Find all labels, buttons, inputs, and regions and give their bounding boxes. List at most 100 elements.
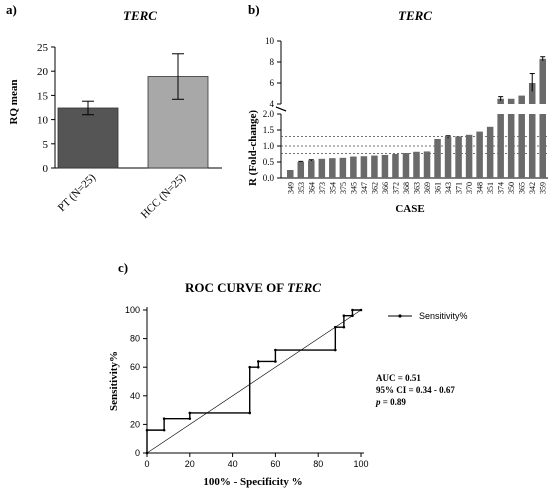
b-x-tick-label: 347 xyxy=(360,182,369,194)
a-y-tick-label: 20 xyxy=(37,66,49,78)
b-x-tick-label: 365 xyxy=(518,182,527,194)
b-bar xyxy=(350,156,357,178)
legend-marker-icon xyxy=(398,314,402,318)
a-x-tick-label: HCC (N=25) xyxy=(139,171,189,221)
a-bar xyxy=(57,107,119,169)
b-bar xyxy=(476,131,483,178)
c-roc-point xyxy=(248,411,252,415)
c-roc-point xyxy=(256,365,260,369)
b-bar xyxy=(329,158,336,178)
c-roc-point xyxy=(342,325,346,329)
c-x-tick-label: 60 xyxy=(270,459,280,469)
b-y-tick-label: 10 xyxy=(265,36,275,46)
b-x-tick-label: 369 xyxy=(423,182,432,194)
b-bar xyxy=(465,134,473,178)
b-axis-break-mark xyxy=(275,106,287,112)
b-bar xyxy=(507,114,515,178)
b-x-tick-label: 366 xyxy=(381,182,390,194)
b-bar xyxy=(308,160,315,178)
c-roc-point xyxy=(274,360,277,363)
panel-c-title: ROC CURVE OF TERC xyxy=(185,280,321,295)
b-x-tick-label: 345 xyxy=(349,182,358,194)
b-bar xyxy=(539,114,547,178)
b-x-tick-label: 350 xyxy=(507,182,516,194)
panel-c-x-axis-label: 100% - Specificity % xyxy=(203,476,302,488)
b-x-tick-label: 353 xyxy=(297,182,306,194)
b-bar xyxy=(518,114,525,178)
b-bar-upper xyxy=(507,98,515,104)
c-y-tick-label: 60 xyxy=(130,362,140,372)
b-bar xyxy=(497,114,504,178)
c-x-tick-label: 20 xyxy=(185,459,195,469)
panel-b: b) TERC R (Fold-change) CASE 0.0 0.5 1.0 1.… xyxy=(247,2,548,215)
panel-a-y-axis-label: RQ mean xyxy=(8,80,20,125)
c-x-tick-label: 0 xyxy=(144,459,149,469)
b-y-tick-label: 4 xyxy=(270,99,275,109)
b-bar xyxy=(297,162,305,178)
panel-b-label: b) xyxy=(248,2,260,17)
a-y-tick-label: 10 xyxy=(37,115,49,127)
panel-c: c) ROC CURVE OF TERC Sensitivity% 100% -… xyxy=(108,260,468,488)
c-roc-point xyxy=(274,348,277,352)
c-roc-point xyxy=(162,428,166,432)
b-bar-upper xyxy=(539,58,547,104)
b-x-tick-label: 359 xyxy=(539,182,548,194)
c-y-tick-label: 20 xyxy=(130,419,140,429)
b-x-tick-label: 362 xyxy=(370,182,379,194)
c-roc-point xyxy=(188,411,192,415)
b-x-tick-label: 361 xyxy=(434,182,443,194)
a-y-tick-label: 0 xyxy=(43,163,49,175)
b-bar xyxy=(381,154,389,178)
c-roc-point xyxy=(351,308,354,312)
b-bar xyxy=(486,126,494,178)
panel-c-title-gene: TERC xyxy=(287,280,321,295)
a-x-tick-label: PT (N=25) xyxy=(56,171,99,214)
b-y-tick-label: 0.5 xyxy=(263,157,275,167)
b-x-tick-label: 363 xyxy=(413,182,422,194)
panel-c-title-text: ROC CURVE OF xyxy=(185,280,287,295)
c-roc-point xyxy=(342,314,346,318)
c-roc-point xyxy=(248,365,252,369)
c-roc-point xyxy=(188,417,192,420)
b-x-tick-label: 354 xyxy=(328,182,337,194)
panel-c-label: c) xyxy=(118,260,128,275)
panel-a-plot: 0 5 10 15 20 25 PT (N=25) HCC (N=25) xyxy=(37,42,222,221)
panel-c-y-axis-label: Sensitivity% xyxy=(108,351,120,411)
b-y-tick-label: 2.0 xyxy=(263,109,275,119)
b-y-tick-label: 1.0 xyxy=(263,141,275,151)
b-bar xyxy=(444,137,452,178)
b-x-tick-label: 349 xyxy=(286,182,295,194)
b-bar xyxy=(286,170,294,178)
b-bar xyxy=(423,151,431,178)
b-x-tick-label: 373 xyxy=(318,182,327,194)
b-bar xyxy=(413,151,420,178)
b-bar xyxy=(402,153,410,178)
b-bar xyxy=(528,114,536,178)
a-y-tick-label: 5 xyxy=(43,139,49,151)
c-roc-point xyxy=(162,417,166,420)
p-value-text: p = 0.89 xyxy=(375,397,406,407)
panel-a: a) TERC RQ mean 0 5 10 15 20 25 PT (N=25) HCC (… xyxy=(6,2,222,221)
legend-entry-sensitivity: Sensitivity% xyxy=(419,311,468,321)
b-bar-upper xyxy=(497,98,504,104)
c-x-tick-label: 100 xyxy=(353,459,368,469)
b-x-tick-label: 375 xyxy=(339,182,348,194)
panel-c-stats: AUC = 0.51 95% CI = 0.34 - 0.67 p = 0.89 xyxy=(375,373,455,407)
c-roc-point xyxy=(334,325,337,329)
b-bar xyxy=(434,138,441,178)
b-bar-upper xyxy=(528,83,536,104)
b-y-tick-label: 0.0 xyxy=(263,173,275,183)
c-y-tick-label: 100 xyxy=(125,305,140,315)
b-x-tick-label: 342 xyxy=(528,182,537,194)
b-x-tick-label: 351 xyxy=(486,182,495,194)
b-x-tick-label: 348 xyxy=(476,182,485,194)
panel-a-title: TERC xyxy=(123,8,157,23)
c-roc-point xyxy=(256,360,260,363)
b-bar xyxy=(318,158,326,178)
p-symbol: p xyxy=(375,397,381,407)
b-bar xyxy=(360,156,368,178)
c-roc-point xyxy=(351,314,354,318)
c-reference-diagonal xyxy=(146,309,362,454)
a-y-tick-label: 25 xyxy=(37,42,49,54)
